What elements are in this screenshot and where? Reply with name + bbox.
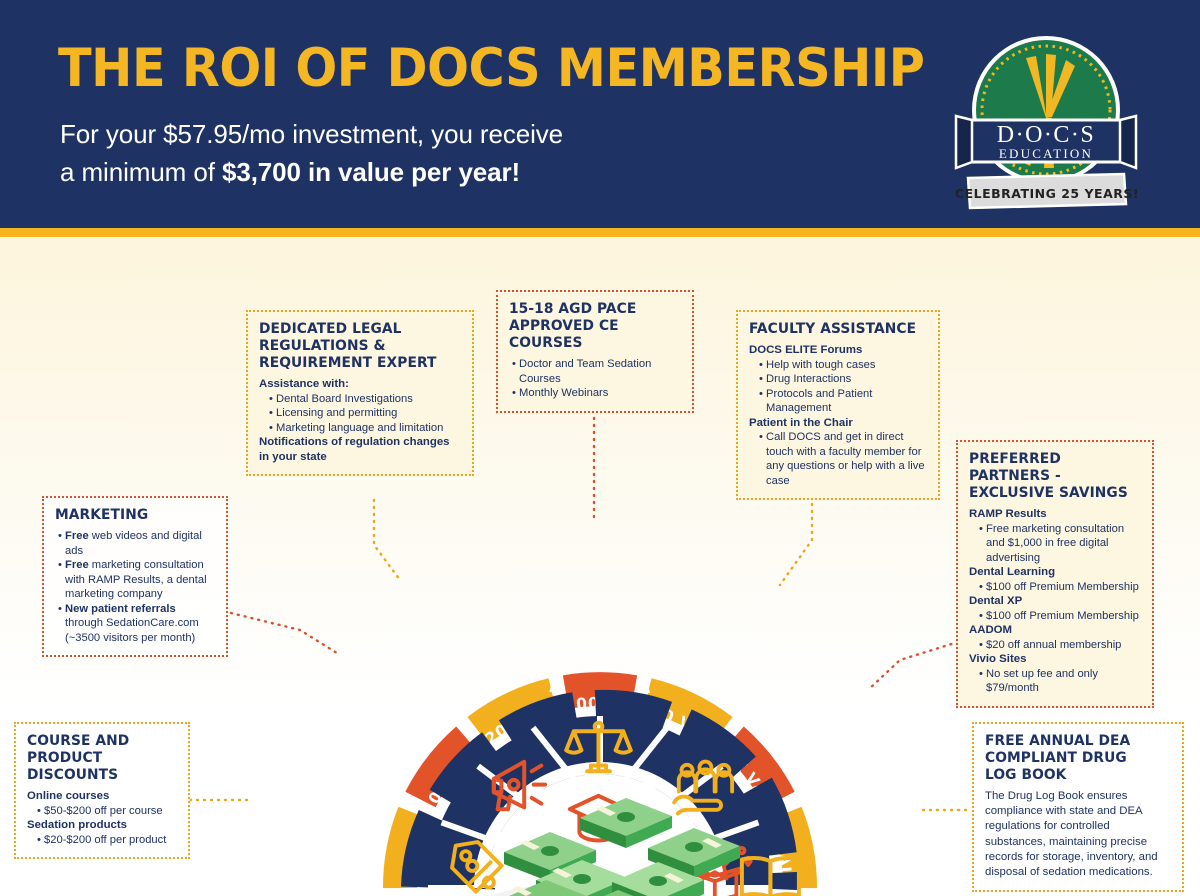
callout-drug-log-body: The Drug Log Book ensures compliance wit… — [985, 790, 1158, 879]
callout-ce-courses-item-0: • Doctor and Team Sedation Courses — [512, 358, 652, 385]
callout-partners-group-1-item-0: • $100 off Premium Membership — [979, 580, 1139, 593]
header-subtitle-line2: a minimum of $3,700 in value per year! — [60, 153, 563, 191]
callout-partners-group-0-label: RAMP Results — [969, 508, 1047, 520]
discount-tag-icon — [450, 840, 504, 894]
callout-faculty-group-1-label: Patient in the Chair — [749, 416, 853, 429]
callout-drug-log[interactable]: FREE ANNUAL DEA COMPLIANT DRUG LOG BOOK … — [972, 722, 1184, 893]
callout-drug-log-title: FREE ANNUAL DEA COMPLIANT DRUG LOG BOOK — [985, 733, 1131, 783]
callout-course-discounts-title: COURSE AND PRODUCT DISCOUNTS — [27, 733, 130, 783]
callout-faculty-group-0-label: DOCS ELITE Forums — [749, 344, 863, 356]
callout-partners-group-2-item-0: • $100 off Premium Membership — [979, 609, 1139, 622]
wheel-navy-band — [428, 716, 772, 888]
callout-partners-group-0-item-0: • Free marketing consultation and $1,000… — [979, 522, 1125, 564]
scales-of-justice-icon — [564, 720, 633, 774]
docs-education-logo: D·O·C·S EDUCATION CELEBRATING 25 YEARS! — [954, 36, 1139, 210]
callout-legal-item-0: • Dental Board Investigations — [269, 392, 413, 405]
logo-subbrand-text: EDUCATION — [999, 146, 1093, 161]
callout-course-discounts-group-1-label: Sedation products — [27, 819, 127, 831]
callout-partners-group-3-label: AADOM — [969, 624, 1013, 636]
callout-faculty-group-1-item-0: • Call DOCS and get in direct touch with… — [759, 431, 925, 487]
header-subtitle: For your $57.95/mo investment, you recei… — [60, 115, 563, 191]
callout-course-discounts-group-1-item-0: • $20-$200 off per product — [37, 833, 167, 846]
callout-marketing-item-2: • New patient referrals through Sedation… — [58, 602, 199, 644]
ring-segment-2[interactable] — [467, 678, 557, 745]
callout-partners-title: PREFERRED PARTNERS - EXCLUSIVE SAVINGS — [969, 451, 1128, 501]
callout-marketing-title: MARKETING — [55, 507, 149, 523]
callout-partners-group-1-label: Dental Learning — [969, 566, 1056, 578]
benefits-wheel: VALUE VARIES $400 VALUE $1,200 VALUE $1,… — [180, 470, 818, 896]
callout-course-discounts[interactable]: COURSE AND PRODUCT DISCOUNTS Online cour… — [14, 722, 190, 859]
callout-legal-item-1: • Licensing and permitting — [269, 407, 398, 419]
callout-faculty-title: FACULTY ASSISTANCE — [749, 321, 917, 337]
header-subtitle-line1: For your $57.95/mo investment, you recei… — [60, 119, 564, 149]
callout-legal-item-2: • Marketing language and limitation — [269, 421, 444, 434]
callout-partners[interactable]: PREFERRED PARTNERS - EXCLUSIVE SAVINGS R… — [956, 440, 1154, 708]
header-subtitle-line2-normal: a minimum of — [60, 157, 222, 187]
callout-ce-courses-title: 15-18 AGD PACE APPROVED CE COURSES — [509, 301, 637, 351]
callout-partners-group-2-label: Dental XP — [969, 595, 1023, 607]
callout-partners-group-4-label: Vivio Sites — [969, 653, 1027, 665]
ring-segment-3[interactable] — [562, 672, 638, 709]
callout-faculty-group-0-item-1: • Drug Interactions — [759, 373, 852, 385]
callout-legal-title: DEDICATED LEGAL REGULATIONS & REQUIREMEN… — [259, 321, 437, 371]
callout-faculty-group-0-item-0: • Help with tough cases — [759, 358, 876, 371]
callout-partners-group-3-item-0: • $20 off annual membership — [979, 638, 1122, 651]
money-stack-icon — [491, 798, 740, 896]
callout-legal-lead: Assistance with: — [259, 378, 349, 390]
logo-ribbon-text: CELEBRATING 25 YEARS! — [955, 186, 1139, 201]
callout-partners-group-4-item-0: • No set up fee and only $79/month — [979, 667, 1098, 695]
header-subtitle-value: $3,700 in value per year! — [221, 157, 521, 187]
page-title: THE ROI OF DOCS MEMBERSHIP — [58, 38, 925, 99]
megaphone-icon — [491, 759, 548, 812]
callout-marketing-item-0: • Free web videos and digital ads — [58, 530, 202, 557]
callout-faculty[interactable]: FACULTY ASSISTANCE DOCS ELITE Forums • H… — [736, 310, 940, 500]
callout-marketing-item-1: • Free marketing consultation with RAMP … — [58, 559, 207, 600]
ring-segment-1[interactable] — [405, 726, 479, 808]
people-in-hand-icon — [672, 759, 735, 816]
callout-legal-footer: Notifications of regulation changes in y… — [259, 436, 450, 463]
callout-course-discounts-group-0-label: Online courses — [27, 790, 110, 802]
logo-brand-text: D·O·C·S — [997, 122, 1096, 148]
callout-ce-courses-item-1: • Monthly Webinars — [512, 387, 609, 399]
callout-legal[interactable]: DEDICATED LEGAL REGULATIONS & REQUIREMEN… — [246, 310, 474, 476]
callout-course-discounts-group-0-item-0: • $50-$200 off per course — [37, 804, 163, 817]
callout-faculty-group-0-item-2: • Protocols and Patient Management — [759, 387, 873, 415]
callout-ce-courses[interactable]: 15-18 AGD PACE APPROVED CE COURSES • Doc… — [496, 290, 694, 413]
ring-segment-0[interactable] — [382, 806, 431, 889]
callout-marketing[interactable]: MARKETING • Free web videos and digital … — [42, 496, 228, 657]
header-gold-rule — [0, 228, 1200, 237]
